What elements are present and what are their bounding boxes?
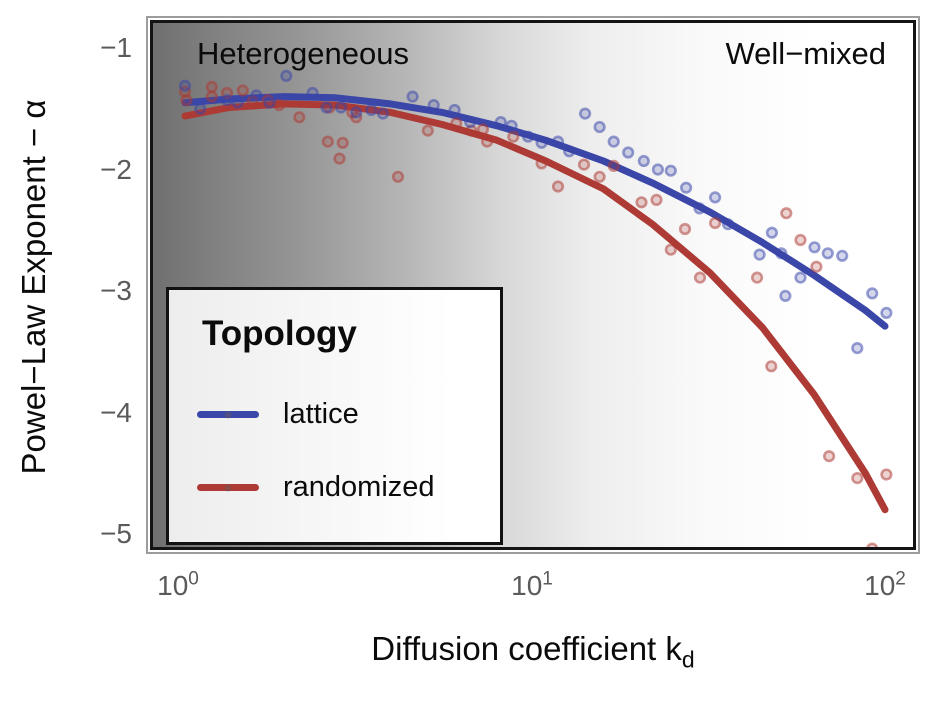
legend-point-icon (224, 411, 232, 418)
legend-point-icon (224, 484, 232, 491)
annotation-heterogeneous: Heterogeneous (197, 36, 409, 71)
legend: Topology lattice randomized (166, 287, 503, 545)
legend-swatch-lattice (197, 411, 259, 418)
legend-item-lattice: lattice (283, 398, 359, 430)
x-tick-label: 102 (864, 568, 906, 601)
legend-item-randomized: randomized (283, 471, 435, 503)
y-tick-label: −3 (100, 275, 132, 306)
legend-title: Topology (202, 314, 357, 353)
y-tick-label: −4 (100, 397, 132, 428)
legend-swatch-randomized (197, 484, 259, 491)
x-axis-title: Diffusion coefficient kd (371, 630, 695, 673)
y-tick-label: −2 (100, 154, 132, 185)
y-tick-label: −5 (100, 518, 132, 549)
chart-panel: Heterogeneous Well−mixed Topology lattic… (146, 16, 920, 554)
x-tick-label: 101 (511, 568, 553, 601)
x-tick-label: 100 (157, 568, 199, 601)
y-tick-label: −1 (100, 32, 132, 63)
plot-area (178, 69, 893, 547)
y-axis-title: Powel−Law Exponent − α (15, 99, 52, 475)
annotation-well-mixed: Well−mixed (725, 36, 886, 71)
